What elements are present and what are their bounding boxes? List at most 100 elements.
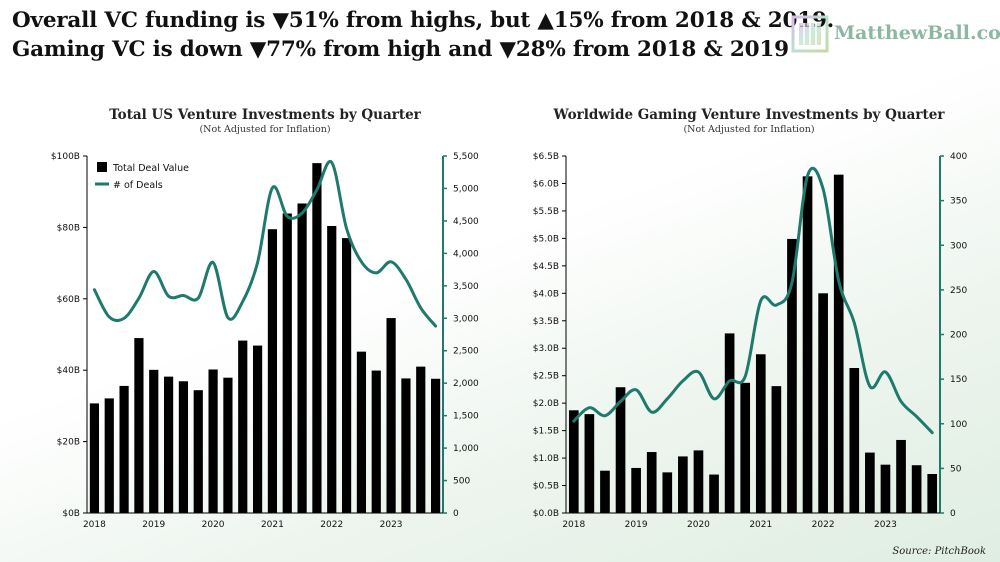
left-axis-tick-label: $40B [57, 366, 80, 376]
bar [849, 368, 860, 513]
left-axis-tick-label: $3.5B [533, 317, 559, 327]
bar [119, 385, 129, 513]
x-axis-tick-label: 2022 [320, 520, 343, 530]
logo-text: MatthewBall.co [834, 22, 1000, 44]
chart-1: Total US Venture Investments by Quarter(… [51, 107, 479, 530]
bar [802, 176, 813, 513]
bar [646, 452, 657, 513]
right-axis-tick-label: 300 [950, 241, 967, 251]
matthewball-logo: MatthewBall.co [790, 14, 1000, 58]
bar [386, 318, 396, 513]
bar [911, 465, 922, 513]
bar [163, 376, 174, 513]
right-axis-tick-label: 150 [950, 375, 967, 385]
bar [755, 354, 766, 513]
right-axis-tick-label: 100 [950, 420, 967, 430]
bar [178, 381, 189, 513]
left-axis-tick-label: $6.0B [533, 179, 559, 189]
left-axis-tick-label: $4.0B [533, 289, 559, 299]
right-axis-tick-label: 1,500 [453, 412, 479, 422]
x-axis-tick-label: 2021 [749, 520, 772, 530]
bar [430, 378, 441, 513]
right-axis-tick-label: 250 [950, 286, 967, 296]
left-axis-tick-label: $2.0B [533, 399, 559, 409]
bar [134, 338, 144, 513]
bar [568, 410, 579, 513]
left-axis-tick-label: $0.0B [533, 509, 559, 519]
x-axis-tick-label: 2018 [83, 520, 106, 530]
right-axis-tick-label: 2,000 [453, 379, 479, 389]
left-axis-tick-label: $0.5B [533, 482, 559, 492]
bar [865, 452, 875, 513]
chart-subtitle: (Not Adjusted for Inflation) [199, 124, 330, 135]
right-axis-tick-label: 500 [453, 477, 470, 487]
left-axis-tick-label: $4.5B [533, 262, 559, 272]
x-axis-tick-label: 2020 [687, 520, 710, 530]
left-axis-tick-label: $100B [51, 152, 80, 162]
bar [327, 225, 337, 513]
left-axis-tick-label: $0B [62, 509, 80, 519]
bar [787, 238, 797, 513]
bar [252, 345, 263, 513]
headline-line-2: Gaming VC is down ▼77% from high and ▼28… [12, 37, 789, 62]
left-axis-tick-label: $5.5B [533, 207, 559, 217]
right-axis-tick-label: 0 [453, 509, 459, 519]
bar [927, 474, 938, 513]
right-axis-tick-label: 3,000 [453, 314, 479, 324]
bar [724, 333, 735, 513]
bar [709, 474, 719, 513]
right-axis-tick-label: 5,500 [453, 152, 479, 162]
bar [693, 450, 704, 513]
left-axis-tick-label: $6.5B [533, 152, 559, 162]
bar [371, 370, 381, 513]
left-axis-tick-label: $60B [57, 295, 80, 305]
left-axis-tick-label: $20B [57, 438, 80, 448]
right-axis-tick-label: 350 [950, 197, 967, 207]
bar [193, 390, 203, 513]
bar [312, 163, 322, 513]
bar-series [89, 163, 441, 514]
chart-subtitle: (Not Adjusted for Inflation) [683, 124, 814, 135]
bar [149, 369, 159, 513]
bar [104, 398, 114, 513]
right-axis-tick-label: 2,500 [453, 347, 479, 357]
bar [356, 351, 367, 513]
right-axis-tick-label: 200 [950, 331, 967, 341]
headline-line-1: Overall VC funding is ▼51% from highs, b… [12, 8, 835, 33]
bar [223, 377, 233, 513]
bar [600, 470, 610, 513]
right-axis-tick-label: 3,500 [453, 282, 479, 292]
chart-title: Total US Venture Investments by Quarter [109, 107, 421, 123]
bar [615, 387, 626, 513]
x-axis-tick-label: 2018 [562, 520, 585, 530]
bar [89, 403, 100, 513]
legend: Total Deal Value # of Deals [95, 162, 189, 191]
bar [833, 174, 844, 514]
x-axis-tick-label: 2022 [812, 520, 835, 530]
bar [880, 464, 891, 513]
headline: Overall VC funding is ▼51% from highs, b… [12, 6, 835, 64]
right-axis-tick-label: 50 [950, 464, 962, 474]
bar [238, 340, 248, 513]
deals-line [92, 159, 438, 328]
right-axis-tick-label: 0 [950, 509, 956, 519]
bar [896, 439, 906, 513]
legend-line-label: # of Deals [113, 180, 163, 191]
logo-mark-icon [791, 15, 829, 53]
left-axis-tick-label: $5.0B [533, 234, 559, 244]
bar [771, 386, 782, 513]
left-axis-tick-label: $1.5B [533, 427, 559, 437]
x-axis-tick-label: 2023 [380, 520, 403, 530]
x-axis-tick-label: 2021 [261, 520, 284, 530]
source-note: Source: PitchBook [892, 546, 986, 557]
left-axis-tick-label: $2.5B [533, 372, 559, 382]
legend-bar-label: Total Deal Value [112, 163, 189, 174]
bar [678, 456, 688, 513]
bar-series [568, 174, 938, 514]
legend-bar-swatch [97, 162, 107, 172]
bar [631, 467, 641, 513]
bar [341, 238, 352, 514]
bar [282, 213, 292, 514]
right-axis-tick-label: 5,000 [453, 184, 479, 194]
bar [662, 472, 673, 513]
